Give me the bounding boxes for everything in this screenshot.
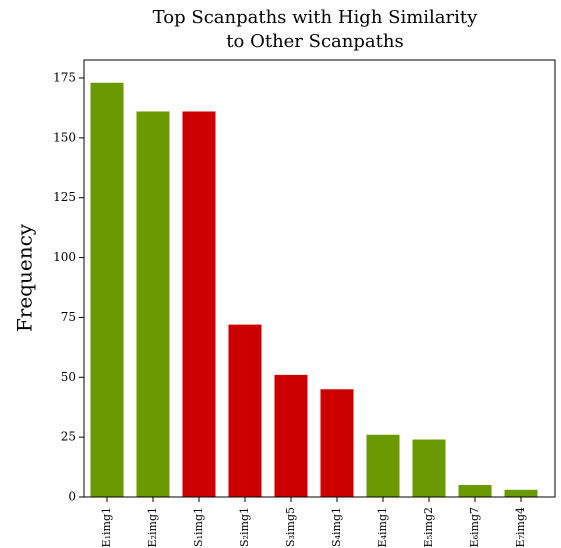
bar [320,389,354,497]
bar [228,324,262,497]
y-axis-label: Frequency [13,223,37,332]
x-tick-label: E₄img1 [376,507,389,547]
x-tick-label: E₅img2 [422,507,435,547]
x-tick-label: S₂img1 [238,507,251,547]
bar [274,374,308,497]
bar [366,434,400,497]
y-tick-label: 50 [61,370,76,384]
y-tick-label: 175 [53,70,76,84]
bar [458,485,492,497]
bar [136,111,170,498]
bar [90,82,124,497]
x-tick-label: E₇img4 [514,507,527,547]
x-tick-label: S₁img1 [192,507,205,547]
x-tick-label: S₃img5 [284,507,297,547]
x-tick-label: E₁img1 [100,507,113,547]
y-tick-label: 25 [61,430,76,444]
x-tick-label: E₆img7 [468,507,481,547]
y-tick-label: 75 [61,310,76,324]
y-tick-label: 100 [53,250,76,264]
y-tick-label: 0 [68,490,76,504]
y-tick-label: 125 [53,190,76,204]
y-tick-label: 150 [53,130,76,144]
chart-title: Top Scanpaths with High Similarity [153,7,478,28]
x-tick-label: E₂img1 [146,507,159,547]
x-tick-label: S₄img1 [330,507,343,547]
bar [504,489,538,497]
bar [182,111,216,498]
plot-frame [83,59,556,498]
bar [412,439,446,497]
chart-title: to Other Scanpaths [226,31,403,52]
